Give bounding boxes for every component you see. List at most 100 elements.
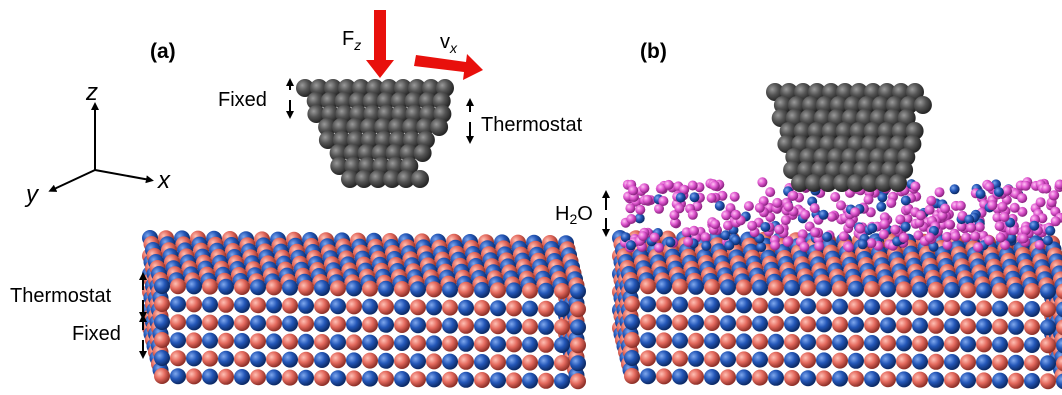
water-suffix: O: [577, 203, 593, 225]
substrate-atom: [848, 317, 864, 333]
water-atom: [756, 242, 766, 252]
substrate-atom: [410, 281, 426, 297]
substrate-atom: [314, 280, 330, 296]
water-base: H: [555, 203, 569, 225]
substrate-atom: [346, 352, 362, 368]
substrate-atom: [362, 353, 378, 369]
substrate-atom: [896, 299, 912, 315]
substrate-atom: [410, 299, 426, 315]
substrate-atom: [768, 280, 784, 296]
substrate-atom: [800, 334, 816, 350]
substrate-atom: [570, 355, 586, 371]
substrate-atom: [640, 314, 656, 330]
water-atom: [845, 219, 855, 229]
substrate-atom: [1040, 301, 1056, 317]
substrate-atom: [490, 282, 506, 298]
substrate-atom: [362, 317, 378, 333]
substrate-atom: [186, 296, 202, 312]
substrate-atom: [362, 335, 378, 351]
substrate-atom: [1024, 337, 1040, 353]
substrate-atom: [218, 369, 234, 385]
substrate-atom: [554, 373, 570, 389]
substrate-atom: [656, 314, 672, 330]
substrate-atom: [880, 299, 896, 315]
water-atom: [715, 201, 725, 211]
substrate-atom: [298, 352, 314, 368]
substrate-atom: [928, 336, 944, 352]
substrate-atom: [506, 300, 522, 316]
force-label: Fz: [342, 28, 361, 53]
substrate-atom: [912, 300, 928, 316]
water-atom: [855, 224, 865, 234]
substrate-atom: [250, 369, 266, 385]
water-atom: [676, 193, 686, 203]
substrate-atom: [688, 297, 704, 313]
substrate-atom: [672, 297, 688, 313]
velocity-arrow: [414, 54, 483, 80]
substrate-atom: [1024, 319, 1040, 335]
substrate-atom: [298, 370, 314, 386]
water-atom: [760, 222, 770, 232]
substrate-atom: [672, 333, 688, 349]
substrate-atom: [624, 314, 640, 330]
substrate-atom: [672, 369, 688, 385]
water-atom: [639, 183, 649, 193]
water-atom: [910, 181, 920, 191]
water-atom: [747, 221, 757, 231]
substrate-atom: [218, 297, 234, 313]
substrate-atom: [570, 373, 586, 389]
substrate-atom: [202, 369, 218, 385]
substrate-atom: [752, 280, 768, 296]
substrate-atom: [426, 281, 442, 297]
water-atom: [1021, 181, 1031, 191]
substrate-atom: [752, 370, 768, 386]
substrate-atom: [490, 354, 506, 370]
substrate-atom: [314, 334, 330, 350]
water-atom: [799, 242, 809, 252]
substrate-atom: [816, 316, 832, 332]
region-label: Fixed: [218, 89, 267, 111]
substrate-atom: [784, 370, 800, 386]
substrate-atom: [538, 355, 554, 371]
substrate-atom: [960, 372, 976, 388]
substrate-atom: [864, 371, 880, 387]
substrate-atom: [170, 278, 186, 294]
substrate-atom: [640, 350, 656, 366]
substrate-atom: [640, 368, 656, 384]
water-atom: [951, 231, 961, 241]
substrate-atom: [474, 336, 490, 352]
substrate-atom: [672, 279, 688, 295]
substrate-atom: [848, 299, 864, 315]
water-atom: [664, 180, 674, 190]
substrate-atom: [896, 317, 912, 333]
substrate-atom: [538, 283, 554, 299]
substrate-atom: [832, 281, 848, 297]
substrate-atom: [458, 282, 474, 298]
substrate-atom: [800, 352, 816, 368]
substrate-atom: [752, 316, 768, 332]
substrate-atom: [864, 335, 880, 351]
water-atom: [626, 214, 636, 224]
substrate-atom: [346, 370, 362, 386]
substrate-atom: [960, 318, 976, 334]
substrate-atom: [394, 317, 410, 333]
substrate-atom: [378, 353, 394, 369]
substrate-atom: [266, 315, 282, 331]
substrate-atom: [864, 317, 880, 333]
substrate-atom: [832, 353, 848, 369]
substrate-atom: [944, 354, 960, 370]
substrate-atom: [832, 299, 848, 315]
substrate-atom: [474, 354, 490, 370]
substrate-atom: [298, 316, 314, 332]
substrate-atom: [720, 351, 736, 367]
substrate-atom: [234, 333, 250, 349]
substrate-atom: [704, 279, 720, 295]
water-atom: [731, 210, 741, 220]
substrate-atom: [880, 281, 896, 297]
substrate-atom: [768, 352, 784, 368]
force-arrow: [366, 10, 394, 78]
substrate-atom: [218, 351, 234, 367]
substrate-atom: [154, 296, 170, 312]
water-atom: [925, 205, 935, 215]
water-atom: [701, 241, 711, 251]
